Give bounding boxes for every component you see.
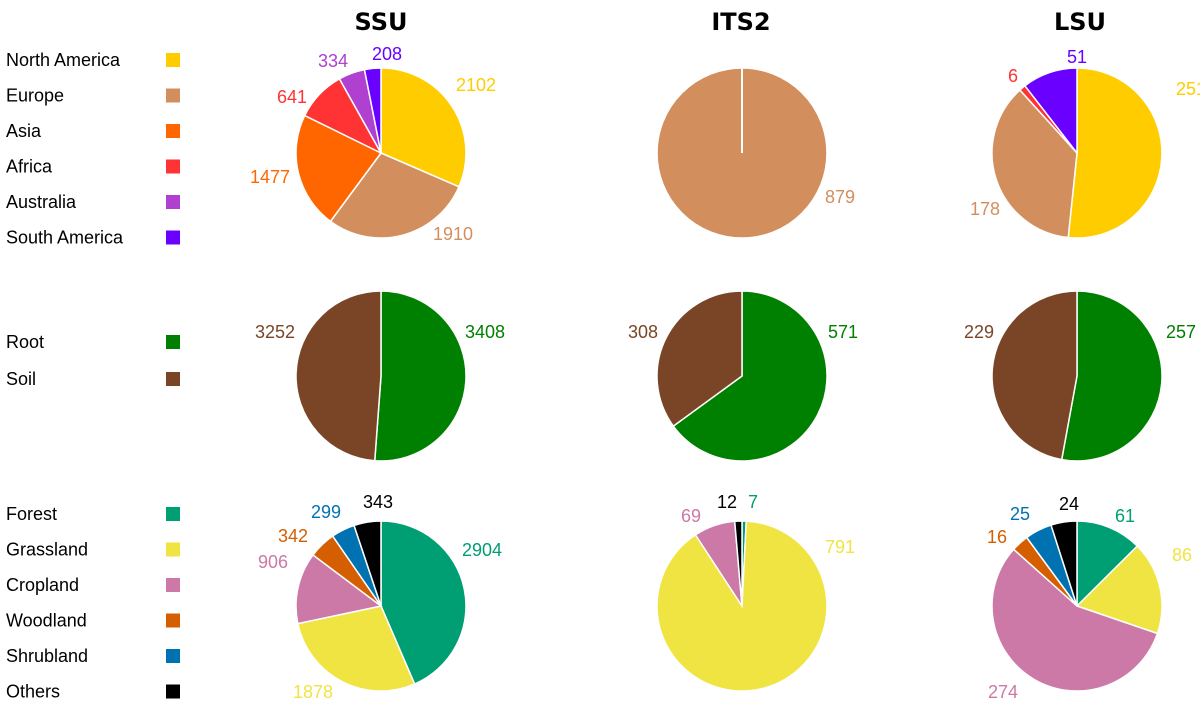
legend-swatch-north-america <box>166 53 180 67</box>
pie-slice-europe <box>329 152 460 239</box>
pie-ssu-compartment: 3408 3252 <box>255 290 505 462</box>
pie-its2-habitat: 7 791 69 12 <box>656 492 855 692</box>
legend-label-asia: Asia <box>6 121 42 141</box>
pie-slice-north-america <box>1067 67 1163 239</box>
data-label-europe: 178 <box>970 199 1000 219</box>
pie-its2-compartment: 571 308 <box>628 290 858 462</box>
data-label-grassland: 1878 <box>293 682 333 702</box>
data-label-north-america: 251 <box>1176 79 1200 99</box>
data-label-north-america: 2102 <box>456 75 496 95</box>
pie-lsu-continent: 251 178 6 51 <box>970 47 1200 239</box>
pie-slice-others <box>733 520 743 607</box>
data-label-others: 24 <box>1059 494 1079 514</box>
legend-label-woodland: Woodland <box>6 611 87 631</box>
legend-swatch-asia <box>166 124 180 138</box>
data-label-root: 3408 <box>465 322 505 342</box>
legend-label-others: Others <box>6 682 60 702</box>
pie-its2-continent: 879 <box>656 67 855 239</box>
data-label-shrubland: 299 <box>311 502 341 522</box>
legend-swatch-root <box>166 335 180 349</box>
column-title-lsu: LSU <box>1054 8 1106 36</box>
pie-slice-root <box>373 290 467 462</box>
legend-swatch-forest <box>166 507 180 521</box>
data-label-forest: 61 <box>1115 506 1135 526</box>
data-label-others: 12 <box>717 492 737 512</box>
data-label-soil: 3252 <box>255 322 295 342</box>
legend-swatch-australia <box>166 195 180 209</box>
legend-label-grassland: Grassland <box>6 540 88 560</box>
pie-slice-forest <box>1076 520 1139 608</box>
data-label-australia: 334 <box>318 51 348 71</box>
pie-slice-others <box>1050 520 1078 607</box>
data-label-woodland: 16 <box>987 527 1007 547</box>
legend-swatch-soil <box>166 372 180 386</box>
data-label-root: 571 <box>828 322 858 342</box>
pie-slice-soil <box>991 290 1078 461</box>
legend-label-north-america: North America <box>6 50 121 70</box>
pie-lsu-compartment: 257 229 <box>964 290 1196 462</box>
legend-label-root: Root <box>6 332 44 352</box>
legend-label-shrubland: Shrubland <box>6 646 88 666</box>
column-title-its2: ITS2 <box>711 8 770 36</box>
pie-slice-cropland <box>295 553 383 625</box>
pie-slice-asia <box>295 114 383 223</box>
pie-slice-root <box>1060 290 1163 462</box>
data-label-woodland: 342 <box>278 526 308 546</box>
legend-label-cropland: Cropland <box>6 575 79 595</box>
data-label-south-america: 51 <box>1067 47 1087 67</box>
data-label-forest: 7 <box>748 492 758 512</box>
pie-slice-others <box>353 520 382 607</box>
pie-slice-europe <box>991 88 1078 239</box>
pie-charts: 2102 1910 1477 641 334 208 879 251 178 6 51 3408 325… <box>250 44 1200 702</box>
data-label-grassland: 791 <box>825 537 855 557</box>
legend-label-south-america: South America <box>6 228 124 248</box>
data-label-others: 343 <box>363 492 393 512</box>
data-label-shrubland: 25 <box>1010 504 1030 524</box>
data-label-soil: 229 <box>964 322 994 342</box>
legend-swatch-others <box>166 684 180 699</box>
pie-ssu-continent: 2102 1910 1477 641 334 208 <box>250 44 496 244</box>
legend-label-africa: Africa <box>6 157 53 177</box>
legend-swatch-cropland <box>166 578 180 592</box>
data-label-europe: 1910 <box>433 224 473 244</box>
column-title-ssu: SSU <box>355 8 408 36</box>
legend-swatch-europe <box>166 88 180 103</box>
data-label-europe: 879 <box>825 187 855 207</box>
data-label-grassland: 86 <box>1172 545 1192 565</box>
legend-swatch-shrubland <box>166 649 180 663</box>
data-label-africa: 641 <box>277 87 307 107</box>
legend-label-forest: Forest <box>6 504 57 524</box>
data-label-asia: 1477 <box>250 167 290 187</box>
legend-label-soil: Soil <box>6 369 36 389</box>
legend-swatch-grassland <box>166 542 180 557</box>
pie-slice-soil <box>295 290 382 462</box>
legends: North America Europe Asia Africa Australia So… <box>6 50 180 702</box>
legend-swatch-woodland <box>166 613 180 628</box>
data-label-soil: 308 <box>628 322 658 342</box>
pie-slice-forest <box>380 520 467 686</box>
pie-slice-south-america <box>363 67 382 154</box>
pie-slice-north-america <box>380 67 467 188</box>
data-label-cropland: 906 <box>258 552 288 572</box>
pie-slice-soil <box>656 290 743 428</box>
legend-label-australia: Australia <box>6 192 77 212</box>
legend-swatch-africa <box>166 159 180 174</box>
legend-swatch-south-america <box>166 230 180 245</box>
data-label-africa: 6 <box>1008 66 1018 86</box>
data-label-forest: 2904 <box>462 540 502 560</box>
pie-slice-south-america <box>1023 67 1078 156</box>
data-label-root: 257 <box>1166 322 1196 342</box>
pie-slice-grassland <box>296 605 416 692</box>
data-label-cropland: 69 <box>681 506 701 526</box>
data-label-south-america: 208 <box>372 44 402 64</box>
data-label-cropland: 274 <box>988 682 1018 702</box>
pie-slice-cropland <box>991 548 1159 692</box>
legend-label-europe: Europe <box>6 86 64 106</box>
pie-slice-grassland <box>1075 545 1163 635</box>
pie-slice-root <box>672 290 828 462</box>
